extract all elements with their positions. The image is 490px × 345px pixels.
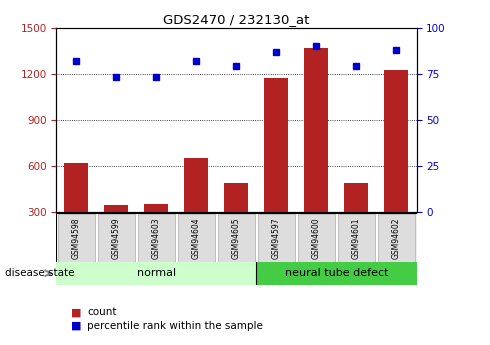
Text: GSM94598: GSM94598 <box>72 218 81 259</box>
FancyBboxPatch shape <box>258 214 295 263</box>
Text: GSM94597: GSM94597 <box>272 218 281 259</box>
Bar <box>224 183 248 212</box>
Bar <box>304 48 328 212</box>
Text: GSM94601: GSM94601 <box>352 218 361 259</box>
FancyBboxPatch shape <box>338 214 375 263</box>
Bar <box>385 70 409 212</box>
FancyBboxPatch shape <box>218 214 255 263</box>
Bar <box>104 205 128 212</box>
FancyBboxPatch shape <box>98 214 135 263</box>
Text: neural tube defect: neural tube defect <box>285 268 388 278</box>
FancyBboxPatch shape <box>378 214 416 263</box>
Text: GSM94604: GSM94604 <box>192 218 201 259</box>
Text: disease state: disease state <box>5 268 74 278</box>
Bar <box>64 163 88 212</box>
FancyBboxPatch shape <box>297 214 335 263</box>
Bar <box>184 158 208 212</box>
FancyBboxPatch shape <box>138 214 175 263</box>
FancyBboxPatch shape <box>56 213 416 264</box>
FancyBboxPatch shape <box>256 262 416 285</box>
Text: GSM94600: GSM94600 <box>312 218 321 259</box>
Text: ■: ■ <box>71 321 81 331</box>
Title: GDS2470 / 232130_at: GDS2470 / 232130_at <box>163 13 310 27</box>
Bar <box>344 183 368 212</box>
Text: GSM94599: GSM94599 <box>112 218 121 259</box>
FancyBboxPatch shape <box>57 214 95 263</box>
Bar <box>265 78 289 212</box>
Text: ■: ■ <box>71 307 81 317</box>
Text: normal: normal <box>137 268 176 278</box>
Text: count: count <box>87 307 117 317</box>
Text: GSM94602: GSM94602 <box>392 218 401 259</box>
Text: percentile rank within the sample: percentile rank within the sample <box>87 321 263 331</box>
Bar <box>145 204 169 212</box>
Text: GSM94603: GSM94603 <box>152 218 161 259</box>
FancyBboxPatch shape <box>177 214 215 263</box>
FancyBboxPatch shape <box>56 262 256 285</box>
Text: GSM94605: GSM94605 <box>232 218 241 259</box>
FancyBboxPatch shape <box>56 262 416 285</box>
